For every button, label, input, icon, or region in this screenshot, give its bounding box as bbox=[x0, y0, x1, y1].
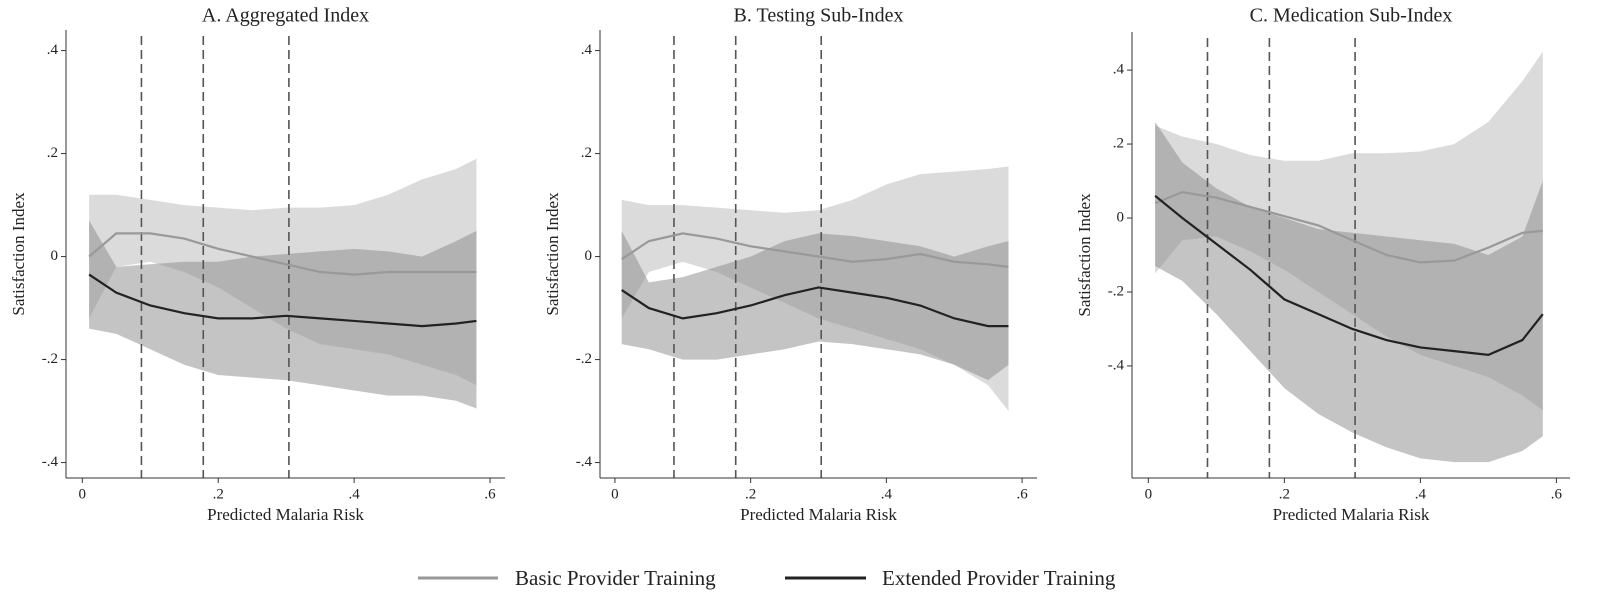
series-line bbox=[621, 232, 1009, 268]
chart-title: B. Testing Sub-Index bbox=[734, 5, 904, 27]
x-tick-label: .4 bbox=[1415, 486, 1427, 502]
y-tick-label: -.4 bbox=[1108, 357, 1125, 373]
y-tick-label: -.2 bbox=[42, 351, 58, 367]
x-tick-label: .2 bbox=[213, 486, 224, 502]
y-tick-label: .2 bbox=[581, 145, 592, 161]
legend-label: Extended Provider Training bbox=[882, 566, 1116, 590]
confidence-band bbox=[1155, 121, 1543, 463]
y-axis-label: Satisfaction Index bbox=[543, 192, 562, 316]
legend-label: Basic Provider Training bbox=[515, 566, 716, 590]
x-tick-label: 0 bbox=[611, 486, 619, 502]
y-axis-label: Satisfaction Index bbox=[1075, 193, 1094, 317]
y-tick-label: 0 bbox=[585, 248, 593, 264]
y-tick-label: .4 bbox=[47, 42, 59, 58]
y-tick-label: -.2 bbox=[1108, 283, 1124, 299]
y-tick-label: .4 bbox=[1113, 62, 1125, 78]
x-tick-label: .2 bbox=[745, 486, 756, 502]
chart-title: C. Medication Sub-Index bbox=[1250, 5, 1453, 27]
series-line bbox=[88, 232, 477, 276]
x-axis-label: Predicted Malaria Risk bbox=[1273, 505, 1430, 524]
x-axis-label: Predicted Malaria Risk bbox=[740, 505, 897, 524]
y-axis-label: Satisfaction Index bbox=[9, 192, 28, 316]
y-tick-label: -.4 bbox=[576, 454, 593, 470]
y-tick-label: .2 bbox=[1113, 135, 1124, 151]
x-tick-label: 0 bbox=[1145, 486, 1153, 502]
chart-title: A. Aggregated Index bbox=[202, 5, 369, 27]
y-tick-label: .4 bbox=[581, 42, 593, 58]
y-tick-label: .2 bbox=[47, 145, 58, 161]
y-tick-label: -.4 bbox=[42, 454, 59, 470]
y-tick-label: -.2 bbox=[576, 351, 592, 367]
y-tick-label: 0 bbox=[1117, 209, 1125, 225]
x-tick-label: .2 bbox=[1279, 486, 1290, 502]
series-line bbox=[88, 273, 477, 328]
series-line bbox=[1154, 194, 1544, 356]
x-tick-label: .6 bbox=[1551, 486, 1563, 502]
y-tick-label: 0 bbox=[51, 248, 59, 264]
x-axis-label: Predicted Malaria Risk bbox=[207, 505, 364, 524]
series-line bbox=[1154, 190, 1543, 264]
x-tick-label: .4 bbox=[349, 486, 361, 502]
confidence-band bbox=[89, 220, 477, 409]
x-tick-label: .6 bbox=[484, 486, 496, 502]
x-tick-label: .4 bbox=[881, 486, 893, 502]
confidence-band bbox=[621, 230, 1009, 381]
x-tick-label: .6 bbox=[1016, 486, 1028, 502]
series-line bbox=[621, 286, 1009, 328]
x-tick-label: 0 bbox=[79, 486, 87, 502]
